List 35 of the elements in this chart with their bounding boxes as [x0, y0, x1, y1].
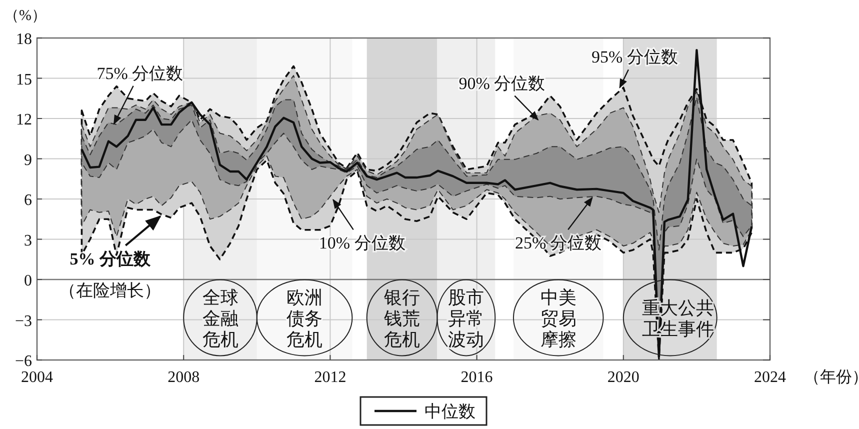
annotation: 90% 分位数 [458, 74, 546, 93]
annotation: 90% 分位数 [458, 74, 546, 121]
annotation: （在险增长） [59, 281, 161, 300]
y-tick-label: −6 [14, 353, 32, 370]
y-tick-label: 0 [24, 272, 32, 290]
annotation: 75% 分位数 [96, 64, 184, 83]
legend-label: 中位数 [424, 402, 476, 421]
band-label: 股市异常波动 [448, 288, 484, 350]
y-tick-label: 15 [16, 71, 32, 88]
y-axis-title: （%） [4, 8, 46, 24]
y-tick-label: 18 [16, 31, 32, 48]
annotation: 95% 分位数 [592, 48, 678, 67]
annotation: 95% 分位数 [592, 48, 678, 88]
x-tick-label: 2008 [168, 369, 200, 386]
band-label: 银行钱荒危机 [383, 288, 420, 350]
x-tick-label: 2024 [754, 369, 786, 386]
y-tick-label: 12 [16, 112, 32, 128]
y-tick-label: 3 [24, 232, 32, 250]
x-tick-label: 2004 [21, 369, 53, 386]
band-label: 中美贸易摩擦 [540, 288, 576, 350]
y-tick-label: −3 [14, 312, 32, 330]
band-label: 全球金融危机 [202, 288, 238, 350]
annotation: 75% 分位数 [96, 64, 184, 125]
x-tick-label: 2020 [607, 369, 640, 386]
annotation: 5% 分位数 [70, 249, 152, 268]
annotation: 10% 分位数 [318, 234, 406, 253]
annotation: 10% 分位数 [318, 198, 406, 253]
annotation: 5% 分位数 [70, 215, 162, 268]
y-tick-label: 6 [24, 192, 32, 209]
y-tick-label: 9 [24, 152, 32, 169]
x-axis-title: （年份） [804, 369, 859, 386]
x-tick-label: 2012 [314, 369, 346, 386]
x-tick-label: 2016 [460, 369, 493, 386]
legend: 中位数 [360, 396, 488, 426]
band-label: 欧洲债务危机 [286, 288, 323, 350]
